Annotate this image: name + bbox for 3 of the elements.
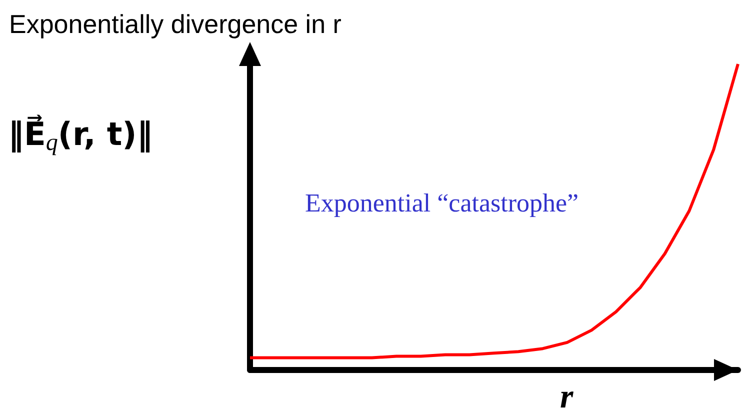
annotation: Exponential “catastrophe”	[305, 188, 579, 218]
x-axis-title: r	[560, 378, 574, 414]
chart-title: Exponentially divergence in r	[9, 9, 342, 39]
